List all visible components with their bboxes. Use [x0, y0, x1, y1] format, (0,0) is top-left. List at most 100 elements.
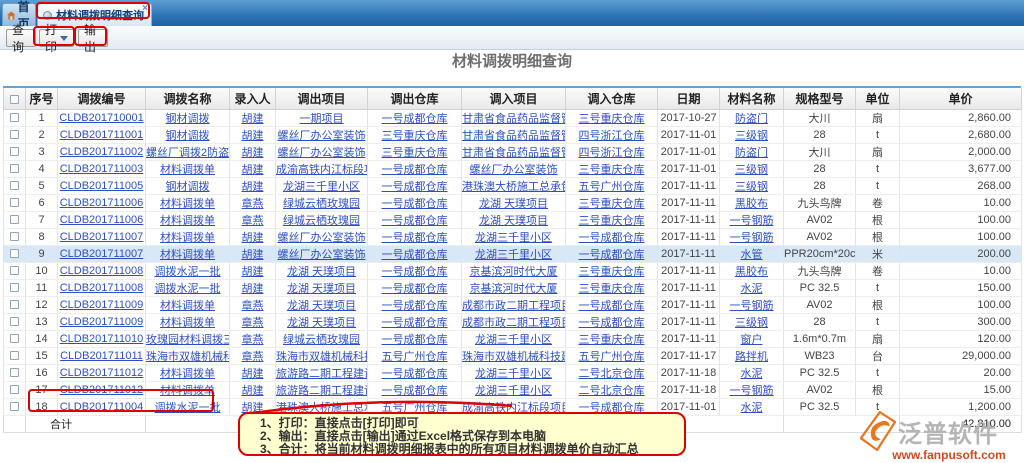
- cell-link[interactable]: 成都市政二期工程项目: [462, 316, 566, 329]
- row-checkbox[interactable]: [10, 300, 19, 310]
- cell-link[interactable]: 五号广州仓库: [381, 350, 448, 363]
- column-header[interactable]: 单价: [899, 88, 1022, 110]
- cell-link[interactable]: 五号广州仓库: [578, 180, 645, 193]
- row-checkbox[interactable]: [10, 334, 19, 344]
- cell-link[interactable]: 一号钢筋: [729, 384, 774, 397]
- cell-link[interactable]: 钢材调拨: [165, 180, 210, 193]
- cell-link[interactable]: 材料调拨单: [160, 299, 215, 312]
- cell-link[interactable]: 一号成都仓库: [578, 231, 645, 244]
- cell-link[interactable]: 三号重庆仓库: [578, 112, 645, 125]
- cell-link[interactable]: 一号成都仓库: [381, 197, 448, 210]
- cell-link[interactable]: 珠海市双雄机械科技建..: [276, 350, 367, 363]
- cell-link[interactable]: 二号北京仓库: [578, 384, 645, 397]
- cell-link[interactable]: 水泥: [740, 367, 763, 380]
- column-header[interactable]: 材料名称: [719, 88, 784, 110]
- cell-link[interactable]: 章燕: [241, 350, 264, 363]
- cell-link[interactable]: 龙湖 天璞项目: [478, 214, 549, 227]
- table-row[interactable]: 6 CLDB201711006 材料调拨单 章燕 绿城云栖玫瑰园 一号成都仓库 龙湖 天璞项…: [3, 194, 1022, 212]
- tab-material-transfer-query[interactable]: 材料调拨明细查询 ×: [37, 3, 152, 26]
- cell-link[interactable]: 螺丝厂调拨2防盗门到..: [146, 146, 230, 159]
- cell-link[interactable]: 胡建: [241, 163, 264, 176]
- row-checkbox[interactable]: [10, 113, 19, 123]
- cell-link[interactable]: 防盗门: [735, 146, 768, 159]
- row-checkbox[interactable]: [10, 164, 19, 174]
- cell-link[interactable]: 龙湖 天璞项目: [478, 197, 549, 210]
- column-header[interactable]: 调入项目: [461, 88, 566, 110]
- cell-link[interactable]: 一号钢筋: [729, 299, 774, 312]
- cell-link[interactable]: CLDB201711009: [59, 298, 144, 311]
- cell-link[interactable]: 材料调拨单: [160, 197, 215, 210]
- cell-link[interactable]: 章燕: [241, 316, 264, 329]
- cell-link[interactable]: 路拌机: [735, 350, 768, 363]
- cell-link[interactable]: 珠海市双雄机械科技建..: [146, 350, 229, 363]
- cell-link[interactable]: 一号成都仓库: [578, 248, 645, 261]
- cell-link[interactable]: 钢材调拨: [165, 112, 210, 125]
- cell-link[interactable]: 龙湖三千里小区: [475, 367, 552, 380]
- cell-link[interactable]: 调拨水泥一批: [154, 265, 221, 278]
- cell-link[interactable]: 一号成都仓库: [381, 282, 448, 295]
- cell-link[interactable]: 二号北京仓库: [578, 367, 645, 380]
- row-checkbox[interactable]: [10, 130, 19, 140]
- cell-link[interactable]: CLDB201711007: [59, 230, 144, 243]
- cell-link[interactable]: 材料调拨单: [160, 248, 215, 261]
- row-checkbox[interactable]: [10, 283, 19, 293]
- column-header[interactable]: 单位: [855, 88, 900, 110]
- cell-link[interactable]: 一号成都仓库: [381, 333, 448, 346]
- cell-link[interactable]: 三号重庆仓库: [381, 146, 448, 159]
- cell-link[interactable]: CLDB201711004: [59, 400, 144, 413]
- cell-link[interactable]: 龙湖 天璞项目: [286, 265, 357, 278]
- cell-link[interactable]: 一号成都仓库: [381, 299, 448, 312]
- cell-link[interactable]: 螺丝厂办公室装饰: [277, 129, 366, 142]
- column-header[interactable]: 调入仓库: [565, 88, 658, 110]
- row-checkbox[interactable]: [10, 147, 19, 157]
- cell-link[interactable]: 龙湖 天璞项目: [286, 316, 357, 329]
- select-all-checkbox[interactable]: [10, 94, 19, 104]
- cell-link[interactable]: 旅游路二期工程建设项目: [276, 367, 367, 380]
- cell-link[interactable]: 三号重庆仓库: [578, 163, 645, 176]
- table-row[interactable]: 12 CLDB201711009 材料调拨单 章燕 龙湖 天璞项目 一号成都仓库 成都市政二…: [3, 296, 1022, 314]
- table-row[interactable]: 9 CLDB201711007 材料调拨单 胡建 螺丝厂办公室装饰 一号成都仓库 龙湖三千里…: [3, 245, 1022, 263]
- cell-link[interactable]: 港珠澳大桥施工总承包..: [462, 180, 565, 193]
- column-header[interactable]: 调出项目: [275, 88, 368, 110]
- cell-link[interactable]: 京基滨河时代大厦: [469, 265, 558, 278]
- cell-link[interactable]: 螺丝厂办公室装饰: [277, 248, 366, 261]
- cell-link[interactable]: 胡建: [241, 129, 264, 142]
- cell-link[interactable]: 钢材调拨: [165, 129, 210, 142]
- cell-link[interactable]: 四号浙江仓库: [578, 129, 645, 142]
- row-checkbox[interactable]: [10, 385, 19, 395]
- column-header[interactable]: 调出仓库: [367, 88, 462, 110]
- cell-link[interactable]: 一号成都仓库: [578, 401, 645, 414]
- row-checkbox[interactable]: [10, 351, 19, 361]
- column-header[interactable]: 录入人: [229, 88, 276, 110]
- cell-link[interactable]: 调拨水泥一批: [154, 282, 221, 295]
- row-checkbox[interactable]: [10, 249, 19, 259]
- cell-link[interactable]: 一号成都仓库: [381, 265, 448, 278]
- cell-link[interactable]: 龙湖三千里小区: [475, 248, 552, 261]
- cell-link[interactable]: 防盗门: [735, 112, 768, 125]
- close-icon[interactable]: ×: [142, 3, 148, 14]
- cell-link[interactable]: CLDB201711003: [59, 162, 144, 175]
- cell-link[interactable]: 龙湖三千里小区: [283, 180, 360, 193]
- cell-link[interactable]: 一号成都仓库: [381, 248, 448, 261]
- cell-link[interactable]: 三号重庆仓库: [578, 214, 645, 227]
- cell-link[interactable]: 水泥: [740, 401, 763, 414]
- cell-link[interactable]: 黑胶布: [735, 265, 768, 278]
- cell-link[interactable]: 材料调拨单: [160, 316, 215, 329]
- row-checkbox[interactable]: [10, 266, 19, 276]
- query-button[interactable]: 查询: [6, 23, 36, 54]
- cell-link[interactable]: CLDB201711001: [59, 128, 144, 141]
- cell-link[interactable]: 材料调拨单: [160, 231, 215, 244]
- cell-link[interactable]: 材料调拨单: [160, 214, 215, 227]
- cell-link[interactable]: 三号重庆仓库: [578, 333, 645, 346]
- cell-link[interactable]: 一号钢筋: [729, 231, 774, 244]
- cell-link[interactable]: 珠海市双雄机械科技建..: [462, 350, 565, 363]
- table-row[interactable]: 10 CLDB201711008 调拨水泥一批 胡建 龙湖 天璞项目 一号成都仓库 京基滨河…: [3, 262, 1022, 280]
- table-row[interactable]: 15CLDB201711011珠海市双雄机械科技建..章燕珠海市双雄机械科技建.…: [3, 347, 1022, 365]
- table-row[interactable]: 14CLDB201711010玫瑰园材料调拨三千里.. 章燕 绿城云栖玫瑰园 一号成都…: [3, 330, 1022, 348]
- cell-link[interactable]: 三级钢: [735, 180, 768, 193]
- cell-link[interactable]: 京基滨河时代大厦: [469, 282, 558, 295]
- cell-link[interactable]: 一号钢筋: [729, 214, 774, 227]
